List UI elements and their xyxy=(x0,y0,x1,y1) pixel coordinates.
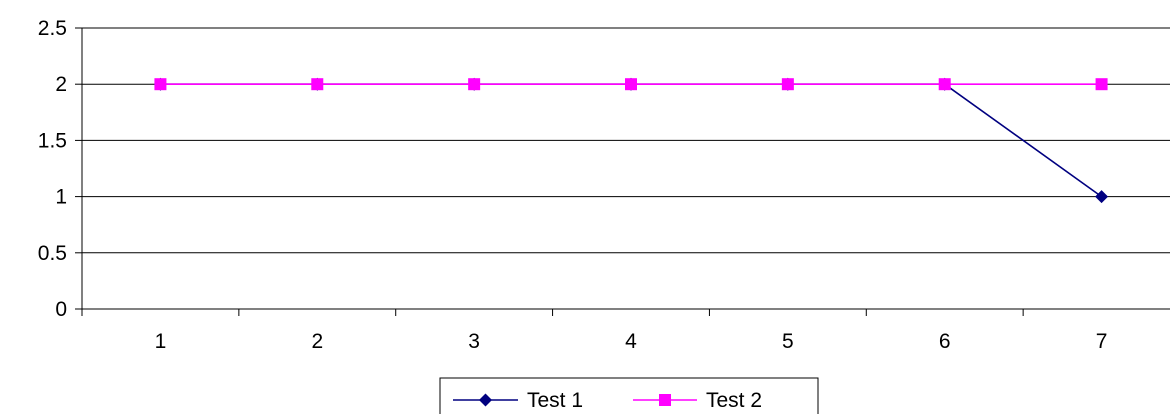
x-tick-label: 7 xyxy=(1096,330,1108,353)
legend-marker xyxy=(479,393,492,407)
diamond-marker xyxy=(1095,190,1109,204)
square-marker xyxy=(468,78,481,91)
legend-entry-2: Test 2 xyxy=(633,389,762,412)
series-2 xyxy=(154,78,1108,91)
y-tick-label: 1.5 xyxy=(38,129,67,152)
x-tick-label: 4 xyxy=(625,330,637,353)
x-tick-label: 1 xyxy=(155,330,167,353)
square-marker xyxy=(154,78,167,91)
legend-marker xyxy=(659,394,671,406)
axes: 0 0.5 1 1.5 2 2.5 1 2 3 4 5 6 7 xyxy=(38,17,1170,353)
gridlines xyxy=(82,27,1170,254)
x-tick-label: 3 xyxy=(468,330,480,353)
square-marker xyxy=(625,78,637,91)
y-tick-label: 2.5 xyxy=(38,17,67,40)
legend-label: Test 2 xyxy=(706,389,762,412)
square-marker xyxy=(938,78,951,91)
x-tick-label: 2 xyxy=(311,330,323,353)
x-tick-label: 5 xyxy=(782,330,794,353)
x-tick-label: 6 xyxy=(939,330,951,353)
y-tick-label: 1 xyxy=(55,186,67,209)
square-marker xyxy=(781,78,794,91)
legend-entry-1: Test 1 xyxy=(453,389,583,412)
square-marker xyxy=(1095,78,1108,91)
legend: Test 1 Test 2 xyxy=(439,377,819,419)
y-tick-label: 0.5 xyxy=(38,242,67,265)
y-tick-label: 2 xyxy=(55,73,67,96)
legend-box xyxy=(439,377,819,419)
legend-label: Test 1 xyxy=(527,389,583,412)
series-group xyxy=(153,77,1109,204)
square-marker xyxy=(311,78,324,91)
y-tick-label: 0 xyxy=(55,298,67,321)
